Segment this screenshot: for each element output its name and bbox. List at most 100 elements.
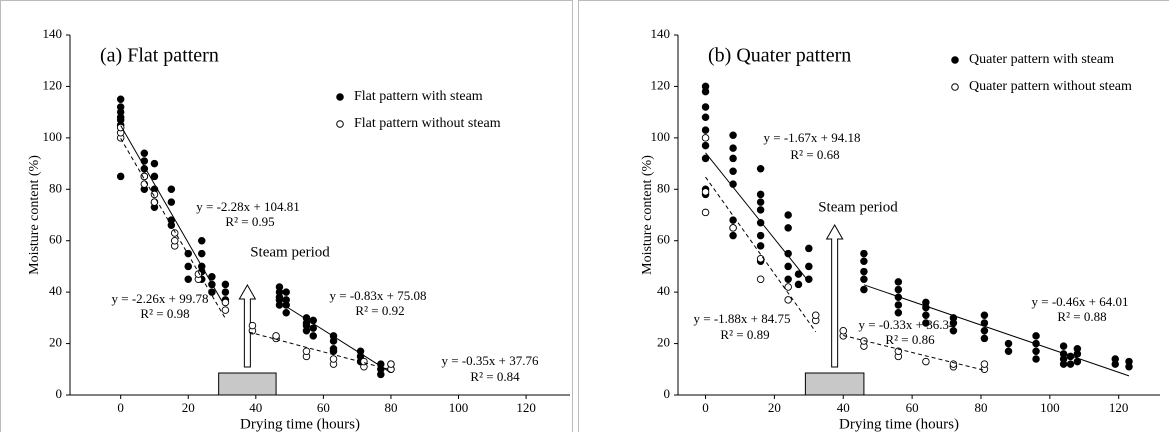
x-axis-label: Drying time (hours)	[839, 416, 959, 432]
trend-line	[705, 176, 817, 333]
data-point	[309, 332, 317, 340]
fit-equation: y = -0.83x + 75.08	[330, 288, 427, 303]
data-point	[729, 167, 737, 176]
x-tick-label: 120	[516, 400, 536, 415]
data-point	[922, 298, 930, 307]
data-point	[794, 280, 803, 289]
data-point	[184, 249, 192, 258]
data-point	[860, 257, 868, 266]
trend-line	[705, 152, 810, 282]
fit-r2: R² = 0.84	[470, 369, 520, 384]
data-point	[811, 311, 820, 320]
legend-marker	[336, 93, 344, 101]
legend-label: Quater pattern with steam	[969, 52, 1114, 67]
x-tick-label: 100	[449, 400, 469, 415]
data-point	[150, 190, 159, 199]
data-point	[894, 308, 903, 317]
y-tick-label: 20	[49, 335, 62, 350]
data-point	[309, 316, 317, 325]
data-point	[167, 185, 176, 194]
data-point	[701, 141, 710, 150]
data-point	[275, 283, 284, 291]
data-point	[949, 326, 958, 335]
data-point	[980, 360, 989, 368]
legend-label: Flat pattern without steam	[354, 116, 501, 131]
data-point	[198, 236, 206, 245]
steam-period-box	[804, 372, 865, 396]
x-tick-label: 100	[1040, 400, 1060, 415]
steam-arrow	[825, 223, 844, 368]
legend-marker	[951, 83, 959, 91]
data-point	[167, 198, 176, 206]
y-tick-label: 120	[43, 77, 63, 92]
data-point	[1111, 355, 1119, 363]
chart-title: (b) Quater pattern	[708, 45, 851, 67]
data-point	[980, 326, 989, 335]
data-point	[221, 298, 230, 307]
y-tick-label: 40	[657, 283, 670, 298]
panel-frame	[0, 0, 573, 432]
fit-equation: y = -2.28x + 104.81	[196, 199, 300, 214]
data-point	[150, 172, 159, 181]
data-point	[150, 159, 159, 168]
chart-title: (a) Flat pattern	[100, 45, 219, 67]
data-point	[756, 190, 765, 199]
fit-equation: y = -1.88x + 84.75	[694, 311, 791, 326]
trend-line	[279, 301, 392, 374]
y-tick-label: 40	[49, 283, 62, 298]
data-point	[221, 306, 230, 314]
data-point	[922, 357, 930, 366]
data-point	[701, 154, 710, 163]
data-point	[184, 262, 192, 271]
data-point	[1125, 357, 1133, 366]
data-point	[329, 355, 338, 363]
x-tick-label: 120	[1109, 400, 1129, 415]
data-point	[701, 113, 710, 122]
fit-r2: R² = 0.68	[790, 147, 839, 162]
data-point	[860, 285, 868, 294]
data-point	[275, 296, 284, 304]
data-point	[805, 244, 813, 253]
data-point	[309, 324, 317, 332]
data-point	[116, 103, 125, 111]
data-point	[980, 334, 989, 343]
data-point	[756, 275, 765, 284]
steam-period-box	[218, 372, 277, 396]
data-point	[894, 301, 903, 309]
data-point	[221, 288, 230, 296]
data-point	[116, 172, 125, 181]
data-point	[729, 216, 737, 224]
trend-line	[120, 125, 223, 302]
data-point	[140, 149, 149, 158]
data-point	[116, 95, 125, 104]
legend-marker	[951, 56, 959, 64]
data-point	[894, 285, 903, 294]
fit-r2: R² = 0.88	[1057, 309, 1106, 324]
data-point	[784, 275, 792, 284]
data-point	[729, 131, 737, 140]
data-point	[1032, 355, 1040, 363]
panel-frame	[578, 0, 1169, 432]
data-point	[194, 270, 203, 278]
data-point	[860, 275, 868, 284]
data-point	[282, 296, 290, 304]
data-point	[784, 211, 792, 219]
y-tick-label: 80	[657, 180, 670, 195]
data-point	[170, 229, 179, 237]
legend-label: Quater pattern without steam	[969, 79, 1132, 94]
data-point	[784, 249, 792, 258]
data-point	[208, 272, 216, 281]
y-tick-label: 60	[657, 232, 670, 247]
data-point	[1004, 347, 1013, 356]
data-point	[302, 347, 311, 356]
data-point	[794, 270, 803, 278]
data-point	[784, 296, 792, 304]
data-point	[1004, 339, 1013, 348]
steam-arrow	[238, 283, 257, 368]
data-point	[756, 206, 765, 214]
x-tick-label: 40	[837, 400, 850, 415]
y-tick-label: 0	[56, 386, 63, 401]
data-point	[756, 198, 765, 206]
data-point	[756, 254, 765, 263]
